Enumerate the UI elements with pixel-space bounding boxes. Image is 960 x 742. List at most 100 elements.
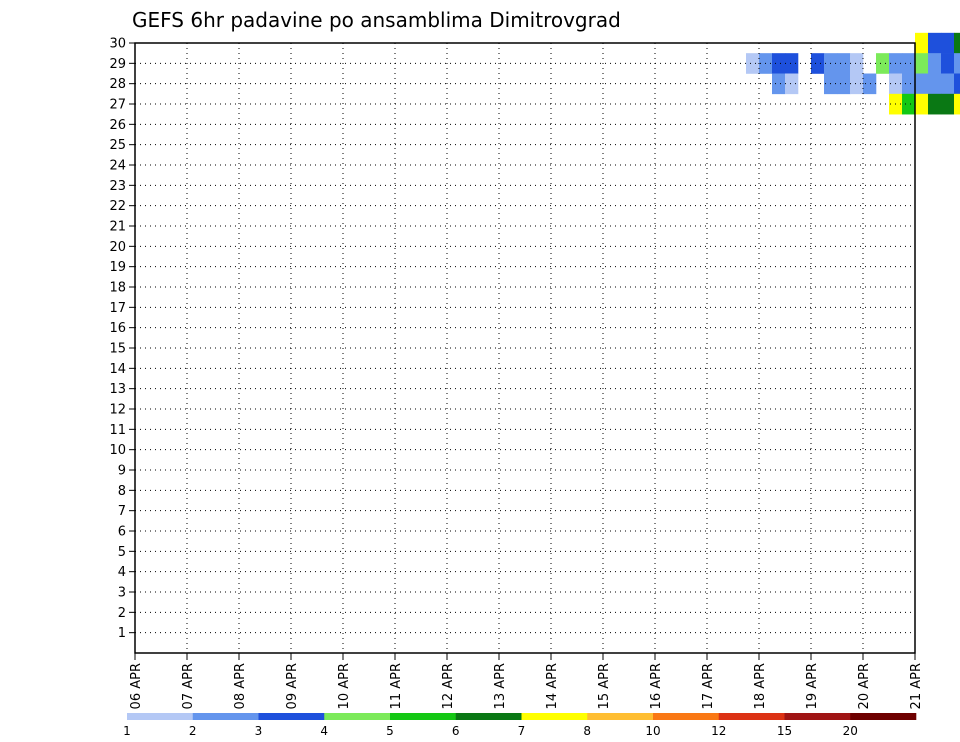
- heatmap-cell: [954, 93, 960, 115]
- colorbar-label: 12: [711, 724, 726, 738]
- heatmap-cell: [850, 73, 864, 95]
- x-tick-label: 11 APR: [389, 663, 404, 709]
- heatmap-cell: [941, 53, 955, 74]
- y-tick-label: 30: [109, 37, 126, 52]
- y-tick-label: 1: [118, 626, 126, 641]
- colorbar-swatch: [784, 713, 851, 720]
- heatmap-cell: [915, 53, 929, 74]
- y-tick-label: 5: [118, 545, 126, 560]
- colorbar-swatch: [127, 713, 194, 720]
- heatmap-cell: [876, 53, 890, 74]
- colorbar-swatch: [718, 713, 785, 720]
- y-tick-label: 11: [109, 423, 126, 438]
- y-tick-label: 17: [109, 301, 126, 316]
- y-tick-label: 14: [109, 362, 126, 377]
- heatmap-cell: [928, 32, 942, 54]
- heatmap-cell: [902, 53, 916, 74]
- y-tick-label: 27: [109, 98, 126, 113]
- heatmap-cell: [902, 93, 916, 115]
- y-tick-label: 12: [109, 403, 126, 418]
- heatmap-cell: [850, 53, 864, 74]
- y-tick-label: 15: [109, 342, 126, 357]
- heatmap-cell: [954, 73, 960, 95]
- y-tick-label: 26: [109, 118, 126, 133]
- colorbar-label: 15: [777, 724, 792, 738]
- y-tick-label: 7: [118, 504, 126, 519]
- x-tick-label: 09 APR: [285, 663, 300, 709]
- heatmap-cells: [746, 32, 960, 115]
- x-tick-label: 13 APR: [493, 663, 508, 709]
- heatmap-cell: [811, 53, 825, 74]
- x-tick-label: 19 APR: [805, 663, 820, 709]
- y-tick-label: 10: [109, 443, 126, 458]
- heatmap-cell: [772, 73, 786, 95]
- heatmap-cell: [785, 73, 799, 95]
- x-tick-label: 08 APR: [233, 663, 248, 709]
- heatmap-cell: [928, 53, 942, 74]
- y-tick-label: 6: [118, 525, 126, 540]
- colorbar-swatch: [521, 713, 588, 720]
- heatmap-cell: [863, 73, 877, 95]
- heatmap-cell: [941, 32, 955, 54]
- colorbar-label: 5: [386, 724, 394, 738]
- x-tick-label: 16 APR: [649, 663, 664, 709]
- y-tick-label: 9: [118, 464, 126, 479]
- colorbar-swatch: [258, 713, 325, 720]
- x-tick-label: 15 APR: [597, 663, 612, 709]
- x-tick-label: 17 APR: [701, 663, 716, 709]
- x-tick-label: 21 APR: [909, 663, 924, 709]
- heatmap-cell: [915, 73, 929, 95]
- y-tick-label: 20: [109, 240, 126, 255]
- y-tick-label: 28: [109, 77, 126, 92]
- colorbar-label: 2: [189, 724, 197, 738]
- y-tick-label: 29: [109, 57, 126, 72]
- heatmap-cell: [928, 73, 942, 95]
- colorbar-legend: 1 2 3 4 5 6 7 8 10 12 15 20: [123, 713, 917, 738]
- colorbar-swatch: [192, 713, 259, 720]
- x-tick-label: 07 APR: [181, 663, 196, 709]
- colorbar-label: 20: [843, 724, 858, 738]
- y-tick-label: 2: [118, 606, 126, 621]
- y-tick-label: 8: [118, 484, 126, 499]
- x-tick-label: 20 APR: [857, 663, 872, 709]
- x-tick-label: 12 APR: [441, 663, 456, 709]
- colorbar-label: 7: [518, 724, 526, 738]
- colorbar-swatch: [850, 713, 917, 720]
- colorbar-swatch: [455, 713, 522, 720]
- heatmap-cell: [941, 73, 955, 95]
- y-tick-label: 18: [109, 281, 126, 296]
- colorbar-label: 10: [645, 724, 660, 738]
- heatmap-cell: [928, 93, 942, 115]
- heatmap-cell: [837, 53, 851, 74]
- heatmap-cell: [954, 32, 960, 54]
- colorbar-swatch: [653, 713, 720, 720]
- y-tick-label: 24: [109, 159, 126, 174]
- y-tick-label: 22: [109, 199, 126, 214]
- heatmap-cell: [772, 53, 786, 74]
- y-tick-label: 25: [109, 138, 126, 153]
- colorbar-label: 6: [452, 724, 460, 738]
- colorbar-label: 4: [320, 724, 328, 738]
- colorbar-swatch: [587, 713, 654, 720]
- y-tick-label: 21: [109, 220, 126, 235]
- colorbar-label: 1: [123, 724, 131, 738]
- grid-lines: [135, 42, 915, 653]
- x-tick-label: 18 APR: [753, 663, 768, 709]
- chart-title: GEFS 6hr padavine po ansamblima Dimitrov…: [132, 8, 621, 32]
- y-tick-label: 13: [109, 382, 126, 397]
- y-axis: 1234567891011121314151617181920212223242…: [109, 37, 135, 641]
- x-axis: 06 APR 07 APR 08 APR 09 APR 10 APR 11 APR 12 A…: [129, 653, 924, 709]
- heatmap-cell: [954, 53, 960, 74]
- heatmap-cell: [837, 73, 851, 95]
- y-tick-label: 23: [109, 179, 126, 194]
- heatmap-cell: [915, 93, 929, 115]
- heatmap-cell: [915, 32, 929, 54]
- heatmap-cell: [785, 53, 799, 74]
- x-tick-label: 06 APR: [129, 663, 144, 709]
- colorbar-label: 8: [583, 724, 591, 738]
- y-tick-label: 19: [109, 260, 126, 275]
- y-tick-label: 16: [109, 321, 126, 336]
- x-tick-label: 10 APR: [337, 663, 352, 709]
- heatmap-cell: [746, 53, 760, 74]
